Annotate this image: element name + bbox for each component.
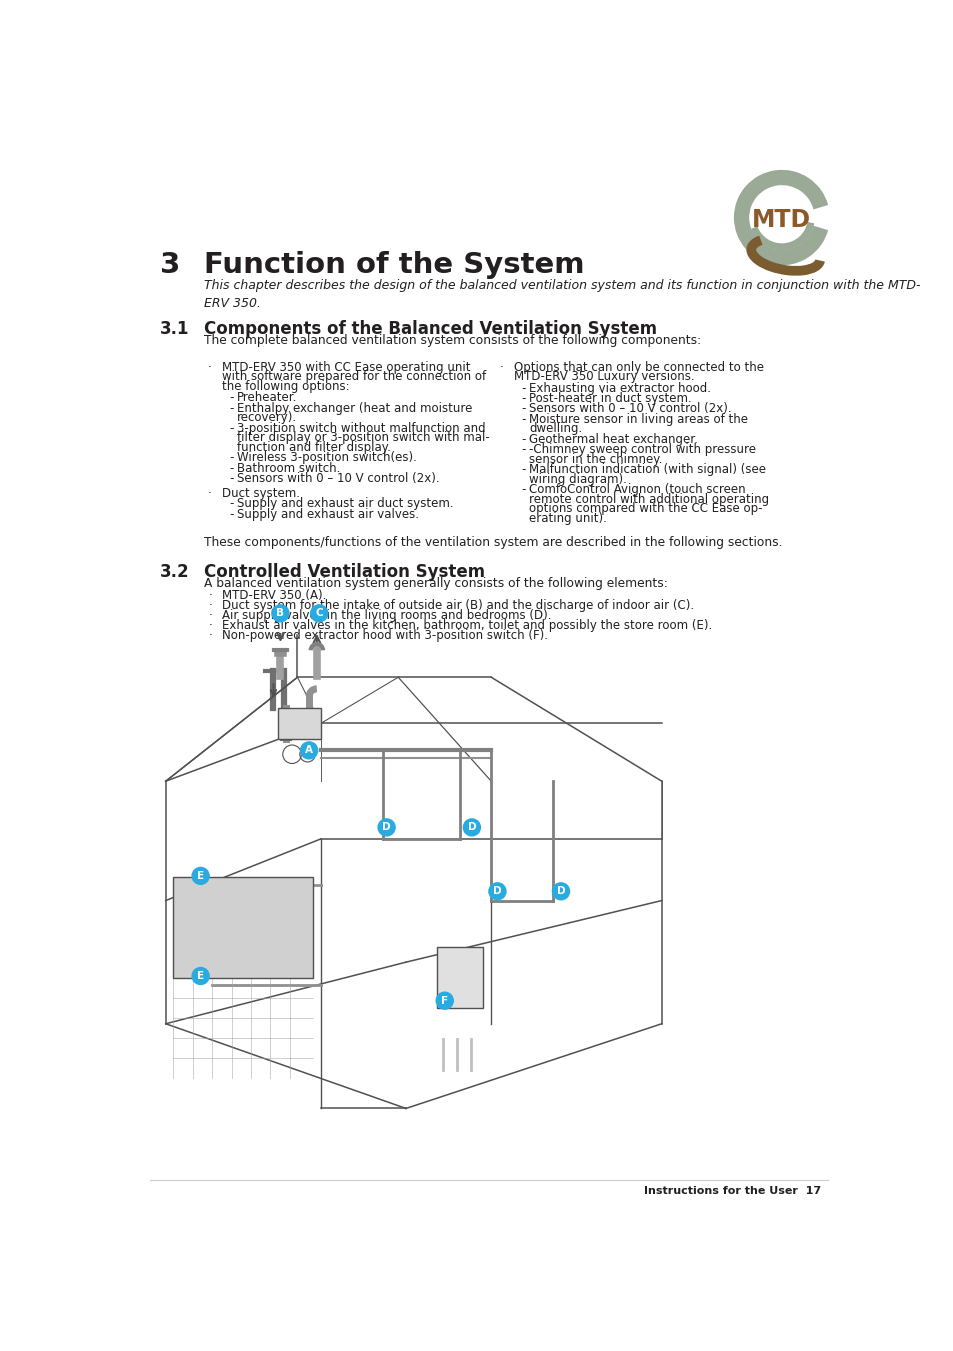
Text: ·: · — [208, 598, 212, 612]
Text: D: D — [493, 886, 501, 896]
Bar — [436, 947, 483, 1008]
Text: Instructions for the User  17: Instructions for the User 17 — [643, 1186, 821, 1196]
Text: -: - — [521, 443, 525, 457]
Text: Geothermal heat exchanger.: Geothermal heat exchanger. — [529, 432, 698, 446]
Text: Function of the System: Function of the System — [204, 251, 584, 278]
Text: -: - — [521, 484, 525, 496]
Text: Preheater.: Preheater. — [236, 392, 297, 404]
Text: Air supply valves in the living rooms and bedrooms (D).: Air supply valves in the living rooms an… — [221, 609, 551, 621]
Text: Controlled Ventilation System: Controlled Ventilation System — [204, 563, 485, 581]
Text: dwelling.: dwelling. — [529, 423, 582, 435]
Circle shape — [552, 882, 569, 900]
Text: -: - — [521, 413, 525, 426]
Circle shape — [377, 819, 395, 836]
Text: function and filter display.: function and filter display. — [236, 440, 391, 454]
Text: D: D — [382, 823, 391, 832]
Text: 3: 3 — [159, 251, 180, 278]
Circle shape — [192, 967, 209, 985]
Text: filter display or 3-position switch with mal-: filter display or 3-position switch with… — [236, 431, 489, 444]
Text: with software prepared for the connection of: with software prepared for the connectio… — [221, 370, 485, 384]
Circle shape — [311, 605, 328, 621]
Text: options compared with the CC Ease op-: options compared with the CC Ease op- — [529, 503, 762, 516]
Bar — [278, 708, 320, 739]
Text: Options that can only be connected to the: Options that can only be connected to th… — [513, 361, 763, 374]
Text: 3.2: 3.2 — [159, 563, 189, 581]
Text: the following options:: the following options: — [221, 380, 349, 393]
Text: -: - — [229, 392, 233, 404]
Text: ·: · — [208, 361, 212, 374]
Text: -: - — [229, 422, 233, 435]
Text: E: E — [197, 971, 204, 981]
Text: -: - — [521, 463, 525, 476]
Circle shape — [488, 882, 505, 900]
Text: MTD: MTD — [752, 208, 811, 232]
Text: Bathroom switch.: Bathroom switch. — [236, 462, 340, 474]
Text: remote control with additional operating: remote control with additional operating — [529, 493, 768, 505]
Text: 3.1: 3.1 — [159, 320, 189, 338]
Text: The complete balanced ventilation system consists of the following components:: The complete balanced ventilation system… — [204, 334, 700, 347]
Text: Non-powered extractor hood with 3-position switch (F).: Non-powered extractor hood with 3-positi… — [221, 628, 547, 642]
Text: Wireless 3-position switch(es).: Wireless 3-position switch(es). — [236, 451, 416, 465]
Text: MTD-ERV 350 with CC Ease operating unit: MTD-ERV 350 with CC Ease operating unit — [221, 361, 470, 374]
Text: -: - — [229, 497, 233, 511]
Text: -: - — [521, 381, 525, 394]
Text: A: A — [305, 746, 313, 755]
Text: C: C — [315, 608, 323, 619]
Text: ComfoControl Avignon (touch screen: ComfoControl Avignon (touch screen — [529, 484, 745, 496]
Text: ·: · — [208, 628, 212, 642]
Text: MTD-ERV 350 Luxury versions.: MTD-ERV 350 Luxury versions. — [513, 370, 694, 384]
Text: wiring diagram).: wiring diagram). — [529, 473, 626, 486]
Text: MTD-ERV 350 (A).: MTD-ERV 350 (A). — [221, 589, 326, 601]
Text: D: D — [467, 823, 476, 832]
Text: Supply and exhaust air duct system.: Supply and exhaust air duct system. — [236, 497, 454, 511]
Text: Supply and exhaust air valves.: Supply and exhaust air valves. — [236, 508, 418, 521]
Text: Sensors with 0 – 10 V control (2x).: Sensors with 0 – 10 V control (2x). — [236, 471, 439, 485]
Text: recovery).: recovery). — [236, 411, 297, 424]
Text: These components/functions of the ventilation system are described in the follow: These components/functions of the ventil… — [204, 536, 782, 550]
Circle shape — [300, 742, 317, 759]
Circle shape — [463, 819, 480, 836]
Text: Malfunction indication (with signal) (see: Malfunction indication (with signal) (se… — [529, 463, 765, 476]
Text: Exhausting via extractor hood.: Exhausting via extractor hood. — [529, 381, 711, 394]
Text: A balanced ventilation system generally consists of the following elements:: A balanced ventilation system generally … — [204, 577, 667, 590]
Text: This chapter describes the design of the balanced ventilation system and its fun: This chapter describes the design of the… — [204, 280, 920, 311]
Bar — [173, 877, 313, 978]
Text: ·: · — [208, 619, 212, 632]
Circle shape — [272, 605, 289, 621]
Text: D: D — [557, 886, 565, 896]
Text: ·: · — [208, 589, 212, 601]
Text: Moisture sensor in living areas of the: Moisture sensor in living areas of the — [529, 413, 747, 426]
Text: Sensors with 0 – 10 V control (2x).: Sensors with 0 – 10 V control (2x). — [529, 403, 731, 415]
Circle shape — [436, 992, 453, 1009]
Text: Exhaust air valves in the kitchen, bathroom, toilet and possibly the store room : Exhaust air valves in the kitchen, bathr… — [221, 619, 711, 632]
Text: Duct system for the intake of outside air (B) and the discharge of indoor air (C: Duct system for the intake of outside ai… — [221, 598, 693, 612]
Text: erating unit).: erating unit). — [529, 512, 606, 526]
Text: -: - — [521, 432, 525, 446]
Text: Components of the Balanced Ventilation System: Components of the Balanced Ventilation S… — [204, 320, 657, 338]
Text: -: - — [229, 451, 233, 465]
Text: Post-heater in duct system.: Post-heater in duct system. — [529, 392, 691, 405]
Text: ·: · — [208, 609, 212, 621]
Circle shape — [192, 867, 209, 885]
Text: ·: · — [208, 488, 212, 500]
Text: F: F — [440, 996, 448, 1005]
Text: -: - — [229, 508, 233, 521]
Text: -: - — [229, 462, 233, 474]
Text: E: E — [197, 871, 204, 881]
Text: -: - — [521, 403, 525, 415]
Text: -Chimney sweep control with pressure: -Chimney sweep control with pressure — [529, 443, 756, 457]
Text: -: - — [229, 471, 233, 485]
Text: B: B — [276, 608, 284, 619]
Text: ·: · — [499, 361, 503, 374]
Text: 3-position switch without malfunction and: 3-position switch without malfunction an… — [236, 422, 485, 435]
Text: -: - — [521, 392, 525, 405]
Text: sensor in the chimney.: sensor in the chimney. — [529, 453, 662, 466]
Text: Enthalpy exchanger (heat and moisture: Enthalpy exchanger (heat and moisture — [236, 401, 472, 415]
Text: Duct system.: Duct system. — [221, 488, 299, 500]
Text: -: - — [229, 401, 233, 415]
